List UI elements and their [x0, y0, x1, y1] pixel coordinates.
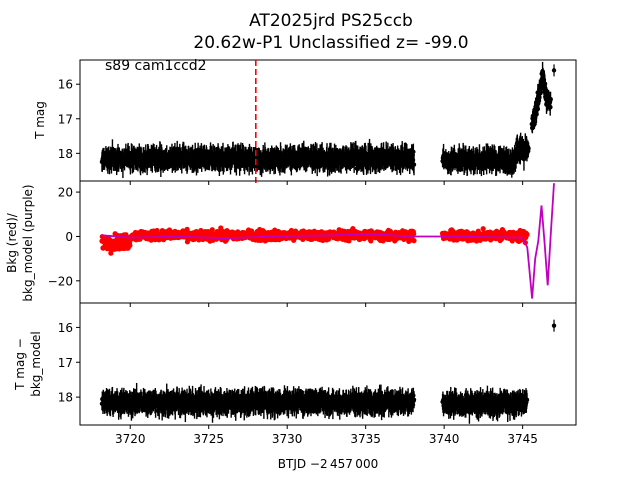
- top-rise-point: [547, 104, 553, 110]
- figure-title-line2: 20.62w-P1 Unclassified z= -99.0: [193, 33, 468, 53]
- top-rise-point: [535, 106, 541, 112]
- panel-middle: −20 0 20: [48, 180, 577, 307]
- top-y-tick-label: 18: [58, 147, 73, 161]
- middle-bkg-point: [411, 238, 417, 244]
- top-y-tick-label: 17: [58, 112, 73, 126]
- middle-bkg-point: [127, 242, 133, 249]
- figure-title-line1: AT2025jrd PS25ccb: [249, 11, 413, 31]
- middle-bkg-point: [154, 227, 160, 234]
- middle-bkg-point: [411, 231, 417, 237]
- middle-series-1: [101, 183, 555, 299]
- top-series-0: [99, 61, 557, 179]
- middle-y-tick-label: 0: [65, 230, 73, 244]
- middle-bkg-point: [524, 231, 530, 237]
- top-data-point: [411, 149, 416, 155]
- middle-series-0: [99, 225, 530, 256]
- middle-y-tick-label: −20: [48, 274, 73, 288]
- top-data-point: [526, 146, 531, 151]
- bottom-series-0: [99, 319, 557, 424]
- top-rise-point: [548, 96, 553, 102]
- top-data-point: [411, 162, 417, 167]
- middle-bkg-point: [480, 226, 486, 232]
- middle-bkg-point: [209, 227, 215, 233]
- middle-bkg-model-line: [101, 183, 555, 299]
- bottom-data-point: [285, 391, 290, 396]
- top-y-tick-label: 16: [58, 78, 73, 92]
- top-outlier-point: [551, 68, 557, 73]
- middle-y-tick-label: 20: [58, 186, 73, 200]
- middle-bkg-point: [368, 238, 374, 244]
- panel-top: 16 17 18: [58, 59, 577, 185]
